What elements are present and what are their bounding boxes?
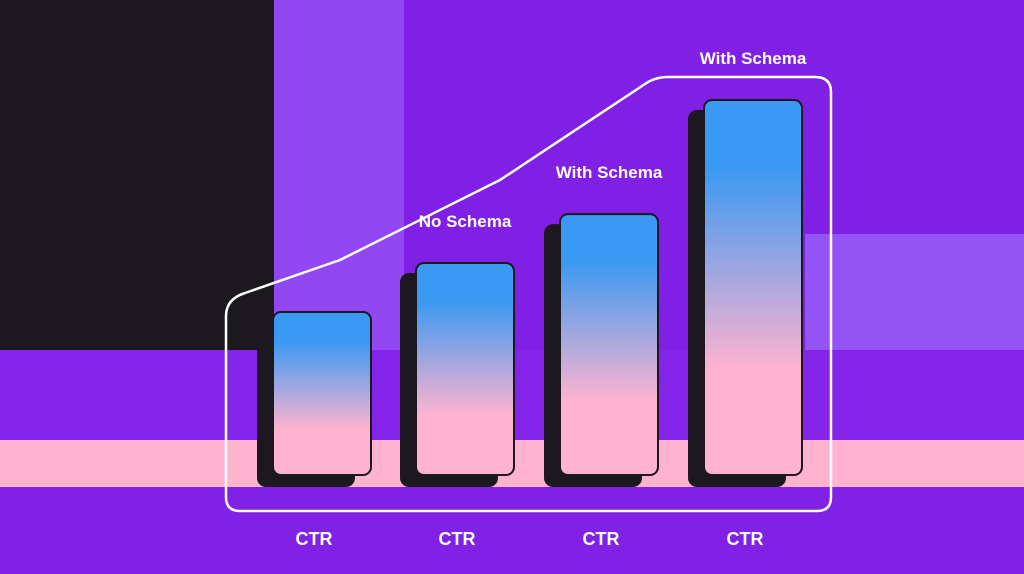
x-tick-label-3: CTR [583,529,620,549]
background-light-column [274,0,404,350]
x-tick-label-2: CTR [439,529,476,549]
background-bottom [0,487,1024,574]
bar-1 [272,310,372,476]
annotation-label-3: With Schema [700,49,807,68]
annotation-label-1: No Schema [419,212,512,231]
x-tick-label-1: CTR [296,529,333,549]
bar-4 [703,99,803,476]
bar-3 [559,213,659,476]
x-tick-label-4: CTR [727,529,764,549]
background-dark-panel [0,0,274,350]
trend-outline [224,75,833,513]
background-right-panel [805,234,1024,350]
bar-2 [415,262,515,477]
annotation-label-2: With Schema [556,163,663,182]
